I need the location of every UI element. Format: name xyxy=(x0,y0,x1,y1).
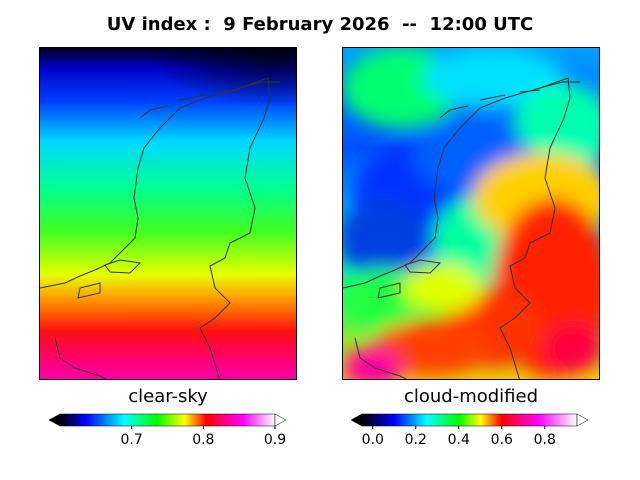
colorbar-tick-label: 0.6 xyxy=(490,432,513,448)
chart-title: UV index : 9 February 2026 -- 12:00 UTC xyxy=(106,14,534,35)
colorbar-tick-label: 0.2 xyxy=(404,432,427,448)
coastline xyxy=(343,77,580,379)
clear-sky-label: clear-sky xyxy=(128,386,208,407)
cloud-modified-label: cloud-modified xyxy=(403,386,539,407)
coastline xyxy=(40,77,280,379)
colorbar-tick-label: 0.8 xyxy=(192,432,215,448)
cloud-modified-colorbar xyxy=(351,413,589,429)
clear-sky-colorbar xyxy=(49,413,287,429)
colorbar-tick-label: 0.7 xyxy=(120,432,143,448)
cloud-modified-map xyxy=(342,47,600,380)
colorbar-tick-label: 0.0 xyxy=(361,432,384,448)
clear-sky-map xyxy=(39,47,297,380)
colorbar-tick-label: 0.8 xyxy=(533,432,556,448)
colorbar-tick-label: 0.9 xyxy=(263,432,287,448)
colorbar-tick-label: 0.4 xyxy=(447,432,470,448)
